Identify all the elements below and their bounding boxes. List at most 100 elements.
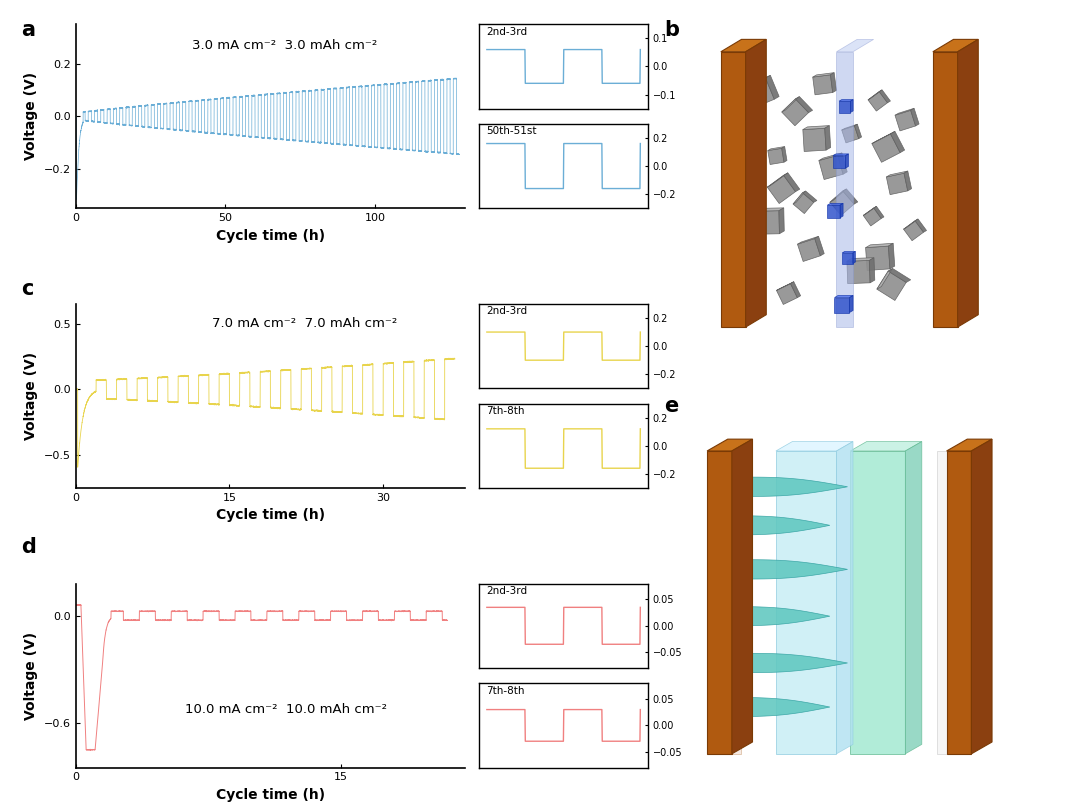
Polygon shape	[745, 40, 767, 327]
Polygon shape	[744, 78, 774, 108]
Polygon shape	[833, 154, 849, 156]
Polygon shape	[877, 268, 893, 289]
Polygon shape	[829, 189, 847, 202]
Polygon shape	[742, 516, 829, 535]
Polygon shape	[756, 211, 780, 234]
Polygon shape	[877, 271, 906, 301]
Polygon shape	[971, 439, 993, 754]
Polygon shape	[888, 268, 910, 283]
X-axis label: Cycle time (h): Cycle time (h)	[216, 508, 325, 522]
Polygon shape	[767, 173, 788, 187]
Polygon shape	[838, 153, 847, 175]
Polygon shape	[793, 191, 806, 204]
Polygon shape	[847, 260, 870, 284]
Polygon shape	[837, 40, 874, 52]
Text: 2nd-3rd: 2nd-3rd	[486, 586, 527, 596]
Polygon shape	[744, 75, 770, 87]
Polygon shape	[796, 97, 812, 112]
Polygon shape	[835, 297, 850, 313]
Polygon shape	[850, 451, 905, 754]
Polygon shape	[742, 607, 829, 626]
Polygon shape	[813, 75, 833, 95]
Polygon shape	[854, 124, 862, 139]
Polygon shape	[868, 90, 882, 100]
Polygon shape	[904, 171, 912, 191]
Polygon shape	[768, 149, 784, 165]
Polygon shape	[777, 284, 797, 305]
Polygon shape	[759, 256, 766, 272]
Polygon shape	[831, 73, 836, 93]
X-axis label: Cycle time (h): Cycle time (h)	[216, 788, 325, 802]
Polygon shape	[797, 238, 821, 262]
Polygon shape	[887, 173, 908, 195]
Polygon shape	[837, 52, 853, 327]
Polygon shape	[779, 208, 784, 234]
Polygon shape	[865, 243, 893, 247]
Polygon shape	[937, 451, 946, 754]
Y-axis label: Voltage (V): Voltage (V)	[24, 632, 38, 720]
Y-axis label: Voltage (V): Voltage (V)	[24, 72, 38, 160]
Polygon shape	[707, 439, 753, 451]
Polygon shape	[802, 128, 826, 151]
Polygon shape	[707, 451, 732, 754]
Text: e: e	[664, 396, 678, 416]
Polygon shape	[846, 154, 849, 168]
Polygon shape	[767, 175, 796, 204]
Text: d: d	[22, 537, 37, 558]
Polygon shape	[889, 243, 894, 269]
Polygon shape	[879, 90, 890, 103]
Polygon shape	[829, 191, 854, 216]
Polygon shape	[847, 258, 874, 261]
Polygon shape	[863, 206, 877, 216]
Polygon shape	[839, 99, 853, 101]
Polygon shape	[782, 99, 809, 126]
Polygon shape	[874, 206, 883, 218]
Polygon shape	[813, 73, 834, 77]
Polygon shape	[933, 40, 978, 52]
Polygon shape	[850, 99, 853, 112]
Polygon shape	[720, 52, 745, 327]
Polygon shape	[887, 171, 908, 177]
Polygon shape	[732, 439, 753, 754]
Polygon shape	[782, 97, 799, 112]
Text: 7.0 mA cm⁻²  7.0 mAh cm⁻²: 7.0 mA cm⁻² 7.0 mAh cm⁻²	[212, 317, 397, 330]
Text: 7th-8th: 7th-8th	[486, 686, 525, 696]
Polygon shape	[791, 282, 800, 297]
Polygon shape	[825, 125, 831, 150]
Polygon shape	[793, 193, 814, 213]
Polygon shape	[842, 189, 858, 204]
Polygon shape	[775, 441, 853, 451]
Polygon shape	[910, 108, 919, 126]
Polygon shape	[819, 153, 842, 161]
Polygon shape	[850, 296, 853, 313]
Polygon shape	[865, 246, 890, 271]
Polygon shape	[745, 258, 762, 275]
Polygon shape	[742, 697, 829, 717]
Polygon shape	[827, 205, 840, 218]
Text: b: b	[664, 20, 679, 40]
Text: 3.0 mA cm⁻²  3.0 mAh cm⁻²: 3.0 mA cm⁻² 3.0 mAh cm⁻²	[192, 39, 378, 52]
Polygon shape	[742, 654, 848, 672]
Polygon shape	[756, 208, 784, 211]
Polygon shape	[850, 441, 922, 451]
Polygon shape	[842, 251, 855, 253]
Polygon shape	[841, 124, 858, 130]
Text: 50th-51st: 50th-51st	[486, 126, 537, 137]
Polygon shape	[837, 441, 853, 754]
Polygon shape	[775, 451, 837, 754]
Polygon shape	[863, 208, 881, 226]
Polygon shape	[958, 40, 978, 327]
Polygon shape	[946, 451, 971, 754]
Polygon shape	[742, 477, 848, 496]
Text: c: c	[22, 279, 33, 299]
Polygon shape	[720, 40, 767, 52]
Polygon shape	[797, 236, 819, 244]
Polygon shape	[891, 132, 905, 153]
Polygon shape	[782, 146, 787, 162]
Polygon shape	[840, 204, 843, 218]
Polygon shape	[946, 439, 993, 451]
Text: 2nd-3rd: 2nd-3rd	[486, 306, 527, 317]
Polygon shape	[841, 126, 859, 143]
Text: 10.0 mA cm⁻²  10.0 mAh cm⁻²: 10.0 mA cm⁻² 10.0 mAh cm⁻²	[185, 703, 387, 716]
Polygon shape	[868, 91, 888, 111]
